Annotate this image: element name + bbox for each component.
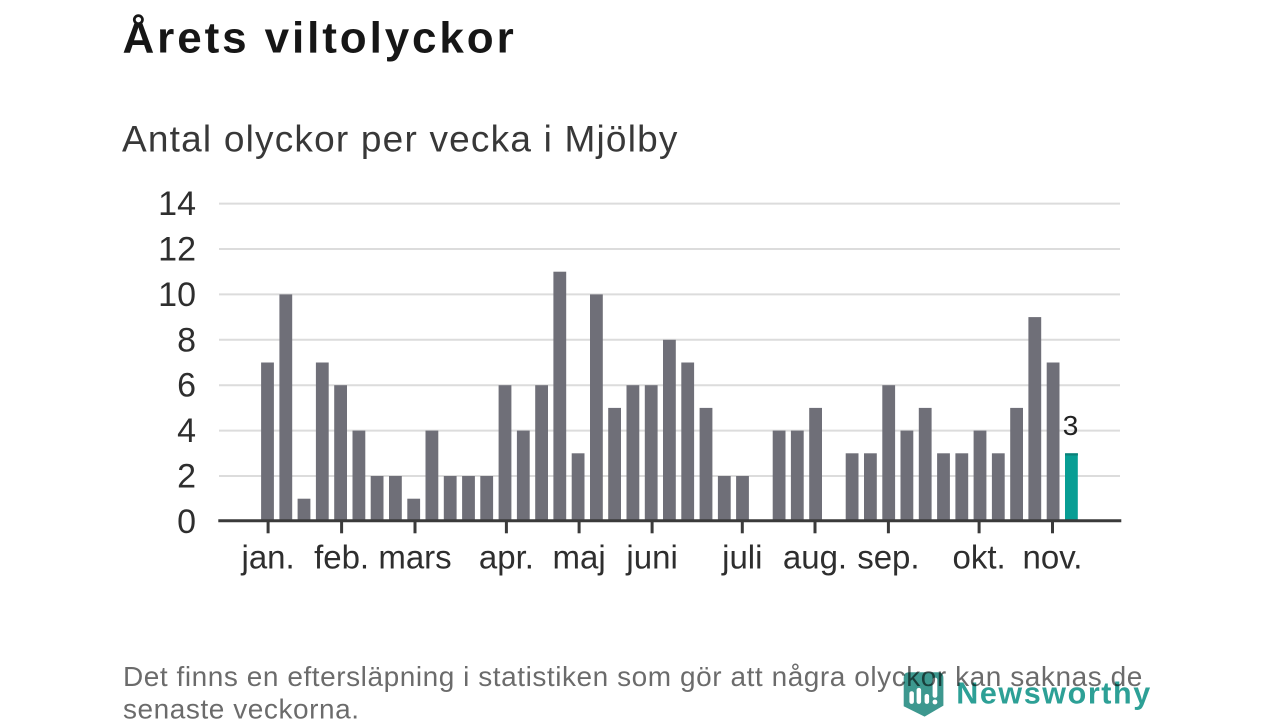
svg-text:14: 14 — [158, 185, 196, 223]
svg-text:okt.: okt. — [952, 539, 1005, 576]
svg-text:juni: juni — [625, 539, 677, 576]
svg-text:3: 3 — [1063, 410, 1079, 441]
svg-text:Antal olyckor per vecka i Mjöl: Antal olyckor per vecka i Mjölby — [122, 118, 679, 159]
svg-text:nov.: nov. — [1023, 539, 1083, 576]
svg-text:10: 10 — [158, 276, 196, 314]
svg-text:mars: mars — [378, 539, 451, 576]
svg-text:4: 4 — [177, 412, 196, 450]
svg-text:senaste veckorna.: senaste veckorna. — [123, 694, 360, 720]
svg-text:8: 8 — [177, 321, 196, 359]
svg-text:Årets viltolyckor: Årets viltolyckor — [123, 14, 517, 63]
svg-text:Newsworthy: Newsworthy — [956, 676, 1152, 710]
svg-text:12: 12 — [158, 231, 196, 269]
svg-text:Det finns en eftersläpning i s: Det finns en eftersläpning i statistiken… — [123, 661, 1143, 692]
svg-text:feb.: feb. — [314, 539, 369, 576]
svg-text:0: 0 — [177, 503, 196, 541]
svg-text:2: 2 — [177, 458, 196, 496]
svg-text:apr.: apr. — [479, 539, 534, 576]
svg-text:6: 6 — [177, 367, 196, 405]
svg-text:aug.: aug. — [783, 539, 847, 576]
svg-text:maj: maj — [553, 539, 606, 576]
svg-text:juli: juli — [721, 539, 762, 576]
svg-text:jan.: jan. — [240, 539, 294, 576]
svg-text:sep.: sep. — [857, 539, 919, 576]
